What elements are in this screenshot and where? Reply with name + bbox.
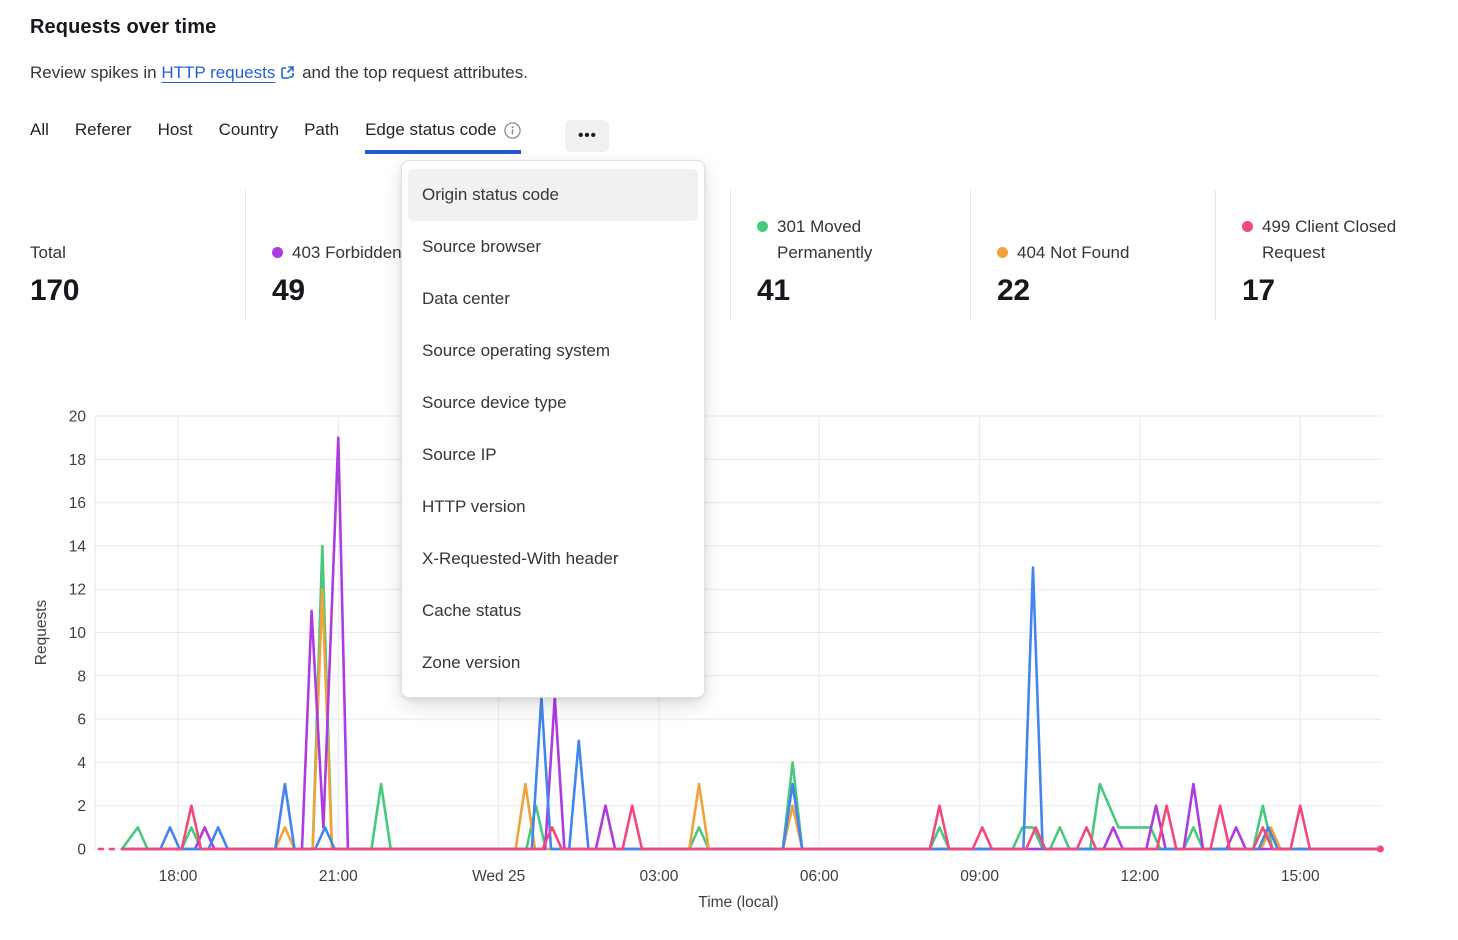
series-dot-499 — [1242, 221, 1253, 232]
series-line-403-forbidden — [120, 436, 1382, 851]
tab-path[interactable]: Path — [304, 120, 340, 139]
x-tick-label: 21:00 — [319, 868, 358, 885]
y-tick-label: 20 — [69, 409, 87, 426]
menu-item-source-operating-system[interactable]: Source operating system — [422, 341, 611, 360]
info-icon[interactable] — [504, 121, 522, 139]
page-title: Requests over time — [30, 16, 217, 38]
y-tick-label: 14 — [69, 538, 87, 555]
y-axis-title: Requests — [33, 600, 50, 666]
stat-value: 17 — [1242, 274, 1275, 307]
stat-403-forbidden: 403 Forbidden 49 — [245, 190, 487, 320]
menu-item-x-requested-with-header[interactable]: X-Requested-With header — [422, 549, 619, 568]
stat-label: 404 Not Found — [1017, 243, 1130, 262]
more-tabs-button[interactable]: ••• — [565, 120, 610, 152]
x-tick-label: 15:00 — [1281, 868, 1320, 885]
series-dot-404 — [997, 247, 1008, 258]
x-tick-label: 06:00 — [800, 868, 839, 885]
stat-label: 403 Forbidden — [292, 243, 402, 262]
menu-item-source-ip[interactable]: Source IP — [422, 445, 497, 464]
y-tick-label: 12 — [69, 582, 86, 599]
x-axis-title: Time (local) — [698, 894, 778, 911]
stat-404-not-found: 404 Not Found 22 — [970, 190, 1215, 320]
stat-total: Total 170 — [30, 190, 245, 320]
menu-item-origin-status-code[interactable]: Origin status code — [408, 169, 698, 221]
stat-value: 41 — [757, 274, 790, 307]
stat-label: 301 Moved Permanently — [777, 217, 873, 262]
stat-value: 49 — [272, 274, 305, 307]
attribute-tabs: All Referer Host Country Path Edge statu… — [30, 120, 610, 154]
menu-item-zone-version[interactable]: Zone version — [422, 653, 521, 672]
x-tick-label: 12:00 — [1121, 868, 1160, 885]
stat-label: Total — [30, 243, 66, 262]
external-link-icon — [280, 65, 295, 85]
x-tick-label: 18:00 — [159, 868, 198, 885]
y-tick-label: 10 — [69, 625, 87, 642]
y-tick-label: 16 — [69, 495, 86, 512]
tab-edge-status-code[interactable]: Edge status code — [365, 120, 522, 154]
http-requests-link[interactable]: HTTP requests — [161, 63, 276, 82]
stats-row: Total 170 403 Forbidden 49 301 Moved Per… — [30, 190, 1458, 320]
stat-value: 22 — [997, 274, 1030, 307]
y-tick-label: 8 — [77, 668, 86, 685]
y-tick-label: 4 — [77, 755, 86, 772]
stat-301-moved-permanently: 301 Moved Permanently 41 — [730, 190, 970, 320]
y-tick-label: 18 — [69, 452, 86, 469]
subtitle-prefix: Review spikes in — [30, 63, 157, 82]
y-tick-label: 2 — [77, 798, 86, 815]
menu-item-source-device-type[interactable]: Source device type — [422, 393, 567, 412]
menu-item-http-version[interactable]: HTTP version — [422, 497, 526, 516]
attribute-dropdown-menu: Origin status code Source browser Data c… — [401, 160, 705, 698]
series-end-dot — [1376, 845, 1384, 853]
tab-edge-status-code-label: Edge status code — [365, 120, 497, 139]
tab-host[interactable]: Host — [157, 120, 193, 139]
x-tick-label: 09:00 — [960, 868, 999, 885]
subtitle-suffix: and the top request attributes. — [302, 63, 528, 82]
x-tick-label: 03:00 — [640, 868, 679, 885]
tab-referer[interactable]: Referer — [74, 120, 132, 139]
stat-label: 499 Client Closed Request — [1262, 217, 1397, 262]
menu-item-cache-status[interactable]: Cache status — [422, 601, 522, 620]
stat-499-client-closed-request: 499 Client Closed Request 17 — [1215, 190, 1458, 320]
subtitle: Review spikes in HTTP requests and the t… — [30, 63, 528, 85]
tab-all[interactable]: All — [30, 120, 49, 139]
series-dot-403 — [272, 247, 283, 258]
stat-value: 170 — [30, 274, 80, 307]
y-tick-label: 0 — [77, 842, 86, 859]
menu-item-source-browser[interactable]: Source browser — [422, 237, 542, 256]
menu-item-data-center[interactable]: Data center — [422, 289, 510, 308]
series-dot-301 — [757, 221, 768, 232]
series-line--legend-hidden-behind-dropdown- — [120, 566, 1382, 851]
tab-country[interactable]: Country — [218, 120, 279, 139]
x-tick-label: Wed 25 — [472, 868, 525, 885]
series-line-499-client-closed-request — [120, 804, 1382, 851]
y-tick-label: 6 — [77, 712, 86, 729]
